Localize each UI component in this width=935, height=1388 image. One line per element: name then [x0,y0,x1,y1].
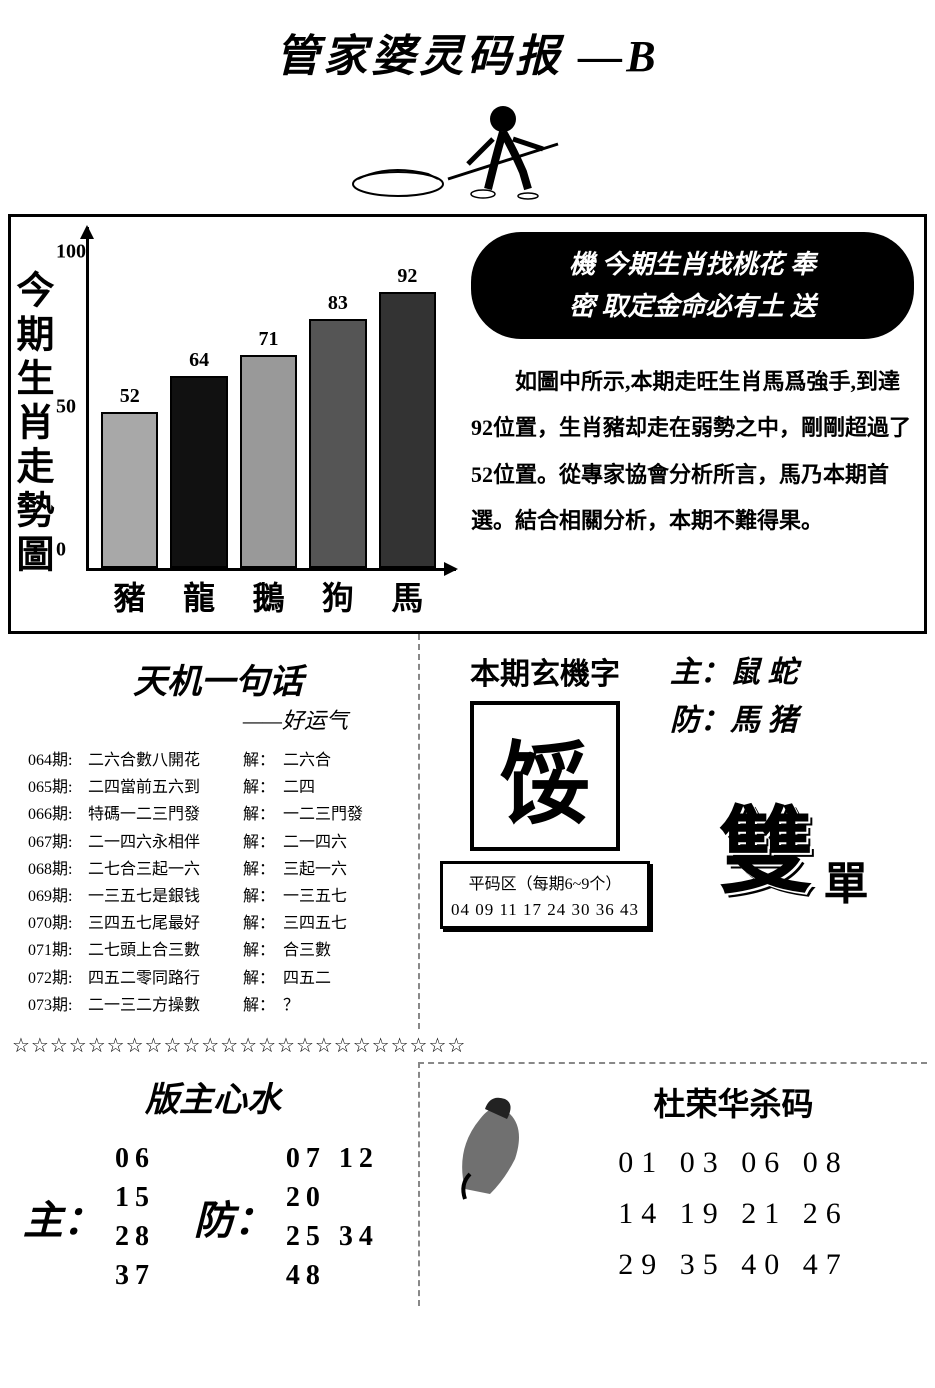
bar-3: 83 [309,292,366,568]
chart-vertical-title: 今期生肖走勢圖 [11,217,61,631]
xlabel-0: 豬 [101,573,158,619]
poem-line-1: 機 今期生肖找桃花 奉 [489,244,896,286]
issue-row-0: 064期:二六合數八開花解：二六合 [28,747,408,774]
xlabel-2: 鵝 [240,573,297,619]
issue-row-8: 072期:四五二零同路行解：四五二 [28,965,408,992]
ytick-0: 0 [56,539,66,562]
kill-title: 杜荣华杀码 [555,1079,912,1125]
xuanji-char: 馁 [470,701,620,851]
header-illustration [328,94,608,204]
poem-box: 機 今期生肖找桃花 奉 密 取定金命必有土 送 [471,232,914,339]
bar-4: 92 [379,265,436,568]
issue-row-5: 069期:一三五七是銀钱解：一三五七 [28,883,408,910]
page-title: 管家婆灵码报 —B [0,20,935,84]
pingma-numbers: 04 09 11 17 24 30 36 43 [447,900,643,920]
issue-row-1: 065期:二四當前五六到解：二四 [28,774,408,801]
bar-value-1: 64 [189,349,209,372]
bar-0: 52 [101,385,158,568]
xuanji-title: 本期玄機字 [430,649,660,693]
banzu-fang-nums: 07 12 2025 34 48 [286,1139,391,1296]
bar-2: 71 [240,328,297,568]
issue-row-4: 068期:二七合三起一六解：三起一六 [28,856,408,883]
banzu-fang-label: 防： [194,1188,274,1246]
xlabel-3: 狗 [309,573,366,619]
xlabel-4: 馬 [379,573,436,619]
xuanji-panel: 本期玄機字 馁 平码区（每期6~9个） 04 09 11 17 24 30 36… [418,634,927,1029]
chart-section: 今期生肖走勢圖 0 50 100 52 64 71 83 92 豬龍鵝狗馬 機 今期生肖… [8,214,927,634]
pingma-box: 平码区（每期6~9个） 04 09 11 17 24 30 36 43 [440,861,650,929]
issue-row-6: 070期:三四五七尾最好解：三四五七 [28,910,408,937]
fang-line: 防：馬 猪 [670,697,917,745]
decor-graphic [435,1079,555,1219]
kill-panel: 杜荣华杀码 01 03 06 08 14 19 21 26 29 35 40 4… [418,1062,927,1306]
zhu-line: 主：鼠 蛇 [670,649,917,697]
dan-char: 單 [824,847,869,912]
pingma-title: 平码区（每期6~9个） [447,870,643,894]
shuang-char: 雙 [718,775,813,912]
tianji-panel: 天机一句话 ——好运气 064期:二六合數八開花解：二六合065期:二四當前五六… [8,634,418,1029]
bar-value-2: 71 [259,328,279,351]
issue-row-2: 066期:特碼一二三門發解：一二三門發 [28,801,408,828]
banzu-panel: 版主心水 主： 06 1528 37 防： 07 12 2025 34 48 [8,1062,418,1306]
bar-value-4: 92 [397,265,417,288]
issue-row-3: 067期:二一四六永相伴解：二一四六 [28,829,408,856]
banzu-zhu-label: 主： [23,1188,103,1246]
issue-row-7: 071期:二七頭上合三數解：合三數 [28,937,408,964]
ytick-100: 100 [56,241,86,264]
ytick-50: 50 [56,396,76,419]
issue-row-9: 073期:二一三二方操數解：？ [28,992,408,1019]
bar-1: 64 [170,349,227,568]
bar-chart: 0 50 100 5264718392 豬龍鵝狗馬 [61,217,461,631]
bar-value-3: 83 [328,292,348,315]
banzu-zhu-nums: 06 1528 37 [115,1139,182,1296]
xlabel-1: 龍 [170,573,227,619]
star-divider: ☆☆☆☆☆☆☆☆☆☆☆☆☆☆☆☆☆☆☆☆☆☆☆☆ [0,1029,935,1062]
tianji-title: 天机一句话 [28,654,408,703]
kill-numbers: 01 03 06 08 14 19 21 26 29 35 40 47 [555,1137,912,1290]
poem-line-2: 密 取定金命必有土 送 [489,286,896,328]
analysis-text: 如圖中所示,本期走旺生肖馬爲強手,到達92位置，生肖豬却走在弱勢之中，剛剛超過了… [471,359,914,544]
tianji-subtitle: ——好运气 [28,703,408,735]
bar-value-0: 52 [120,385,140,408]
banzu-title: 版主心水 [23,1072,403,1121]
